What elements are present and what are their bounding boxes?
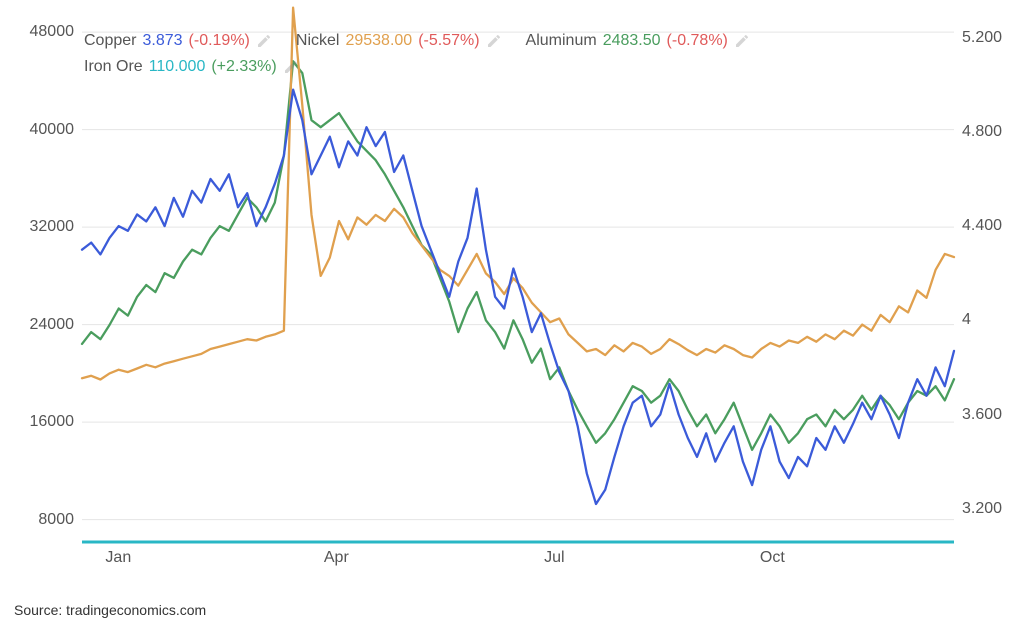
y-right-tick-label: 5.200 — [954, 30, 1002, 46]
legend-change: (-5.57%) — [418, 32, 479, 50]
legend-item-copper[interactable]: Copper 3.873 (-0.19%) — [84, 32, 272, 50]
legend-name: Copper — [84, 32, 136, 50]
y-left-tick-label: 48000 — [30, 24, 83, 40]
legend-item-nickel[interactable]: Nickel 29538.00 (-5.57%) — [296, 32, 502, 50]
legend-change: (+2.33%) — [211, 58, 276, 76]
y-left-tick-label: 40000 — [30, 122, 83, 138]
chart-panel: Copper 3.873 (-0.19%) Nickel 29538.00 (-… — [12, 12, 1012, 574]
x-tick-label: Apr — [324, 544, 349, 566]
edit-icon[interactable] — [486, 33, 502, 49]
source-label: Source: tradingeconomics.com — [14, 602, 206, 618]
y-left-tick-label: 32000 — [30, 219, 83, 235]
legend-row-1: Copper 3.873 (-0.19%) Nickel 29538.00 (-… — [84, 32, 750, 50]
y-right-tick-label: 4.400 — [954, 218, 1002, 234]
legend-name: Aluminum — [526, 32, 597, 50]
chart-container: Copper 3.873 (-0.19%) Nickel 29538.00 (-… — [0, 12, 1024, 626]
legend-value: 29538.00 — [345, 32, 412, 50]
legend-value: 110.000 — [149, 58, 206, 76]
x-tick-label: Jan — [105, 544, 131, 566]
y-left-tick-label: 24000 — [30, 317, 83, 333]
legend-name: Iron Ore — [84, 58, 143, 76]
legend-change: (-0.78%) — [667, 32, 728, 50]
legend-item-iron-ore[interactable]: Iron Ore 110.000 (+2.33%) — [84, 58, 299, 76]
y-right-tick-label: 4.800 — [954, 124, 1002, 140]
legend-item-aluminum[interactable]: Aluminum 2483.50 (-0.78%) — [526, 32, 750, 50]
x-tick-label: Jul — [544, 544, 564, 566]
y-right-tick-label: 4 — [954, 312, 971, 328]
plot-svg — [82, 26, 954, 544]
y-right-tick-label: 3.200 — [954, 501, 1002, 517]
legend-value: 2483.50 — [603, 32, 661, 50]
y-right-tick-label: 3.600 — [954, 407, 1002, 423]
x-tick-label: Oct — [760, 544, 785, 566]
edit-icon[interactable] — [734, 33, 750, 49]
legend-change: (-0.19%) — [189, 32, 250, 50]
legend-row-2: Iron Ore 110.000 (+2.33%) — [84, 58, 299, 76]
edit-icon[interactable] — [256, 33, 272, 49]
y-left-tick-label: 16000 — [30, 414, 83, 430]
edit-icon[interactable] — [283, 59, 299, 75]
y-left-tick-label: 8000 — [38, 512, 82, 528]
plot-area: 800016000240003200040000480003.2003.6004… — [82, 26, 954, 544]
legend-value: 3.873 — [142, 32, 182, 50]
legend-name: Nickel — [296, 32, 340, 50]
